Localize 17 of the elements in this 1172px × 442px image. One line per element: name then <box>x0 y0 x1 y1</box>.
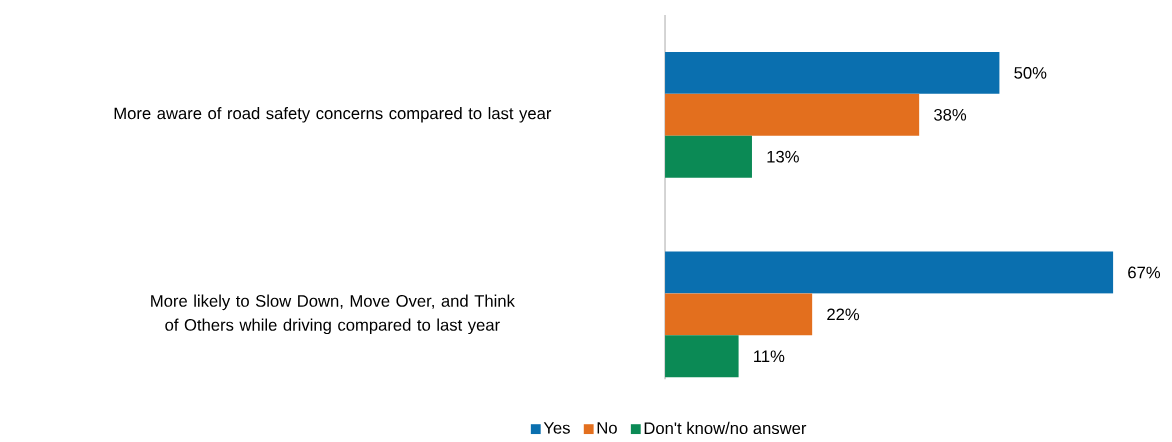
data-label: 67% <box>1128 266 1161 279</box>
data-label: 22% <box>827 308 860 321</box>
bar <box>665 52 1000 94</box>
bar <box>665 293 813 336</box>
data-label: 11% <box>754 350 785 363</box>
legend-label: No <box>597 422 617 434</box>
legend-label: Yes <box>543 422 570 434</box>
y-tick-label: More likely to Slow Down, Move Over, and Think of Others while driving compared to last year <box>151 294 515 335</box>
bar <box>665 135 752 178</box>
data-label: 38% <box>934 109 967 121</box>
legend-label: Don't know/no answer <box>644 421 807 435</box>
y-tick-label: More aware of road safety concerns compared to last year <box>114 107 552 123</box>
bar <box>665 93 920 136</box>
bar <box>665 251 1114 294</box>
data-label: 50% <box>1014 67 1047 79</box>
data-label: 13% <box>767 150 799 163</box>
bar <box>665 335 739 378</box>
